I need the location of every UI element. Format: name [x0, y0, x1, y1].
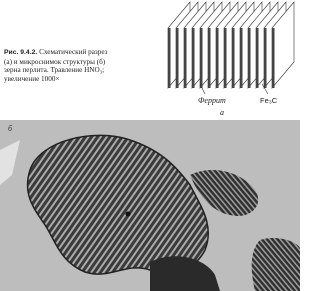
ferrite-label: Феррит — [198, 96, 226, 105]
cementite-plate — [256, 28, 259, 88]
cementite-plate — [272, 28, 275, 88]
leader-line — [199, 83, 206, 95]
figures — [0, 1, 300, 291]
cementite-plate — [216, 28, 219, 88]
leader-line — [261, 83, 269, 95]
caption-text: (а) и микроснимок структуры (б) — [4, 57, 106, 66]
schematic-section — [167, 1, 295, 95]
cementite-plate — [248, 28, 251, 88]
cementite-plate — [200, 28, 203, 88]
cementite-plate — [240, 28, 243, 88]
cementite-plate — [168, 28, 171, 88]
caption-text: увеличение 1000× — [4, 74, 60, 83]
cementite-plate — [208, 28, 211, 88]
panel-label: а — [220, 108, 224, 117]
cementite-plate — [176, 28, 179, 88]
cementite-plate — [232, 28, 235, 88]
caption-text: Схематический разрез — [39, 48, 108, 56]
page: {"caption": {"label": "Рис. 9.4.2.", "li… — [0, 0, 300, 291]
caption: Рис. 9.4.2. Схематический разрез (а) и м… — [4, 48, 154, 83]
cementite-plate — [264, 28, 267, 88]
cementite-plate — [224, 28, 227, 88]
caption-text: зерна перлита. Травление HNO₃; — [4, 66, 105, 75]
panel-label: б — [8, 124, 13, 133]
figure-number: Рис. 9.4.2. — [4, 49, 38, 56]
caption-line: Рис. 9.4.2. Схематический разрез — [4, 48, 154, 58]
cementite-plate — [184, 28, 187, 88]
cementite-label: Fe₃C — [260, 96, 278, 105]
micrograph — [0, 120, 300, 291]
cementite-plate — [192, 28, 195, 88]
